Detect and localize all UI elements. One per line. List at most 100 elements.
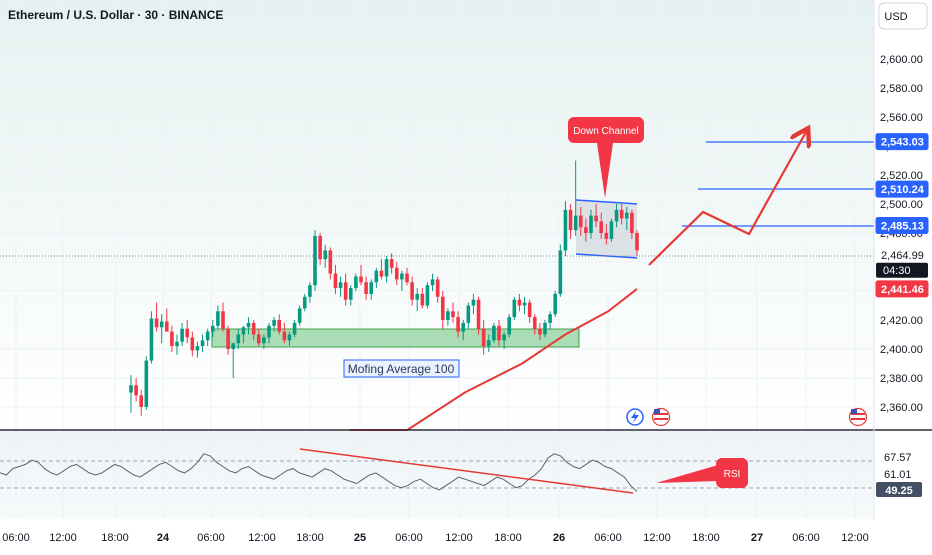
candle-body[interactable] (256, 334, 261, 344)
candle-body[interactable] (522, 302, 527, 306)
candle-body[interactable] (210, 325, 215, 332)
candle-body[interactable] (568, 209, 573, 231)
candle-body[interactable] (195, 346, 200, 351)
candle-body[interactable] (364, 282, 368, 294)
candle-body[interactable] (313, 235, 317, 286)
candle-body[interactable] (231, 343, 236, 349)
candle-body[interactable] (481, 328, 486, 347)
candle-body[interactable] (543, 322, 547, 335)
candle-body[interactable] (635, 233, 639, 251)
rsi-trendline[interactable] (299, 448, 634, 494)
candle-body[interactable] (251, 322, 256, 335)
candle-body[interactable] (389, 259, 394, 268)
candle-body[interactable] (492, 325, 496, 341)
candle-body[interactable] (420, 293, 425, 306)
candle-body[interactable] (532, 317, 537, 329)
candle-body[interactable] (343, 282, 348, 300)
candle-body[interactable] (497, 325, 501, 341)
candle-body[interactable] (149, 318, 154, 361)
candle-body[interactable] (267, 325, 271, 338)
candle-body[interactable] (170, 331, 174, 347)
candle-body[interactable] (599, 221, 604, 233)
candle-body[interactable] (584, 227, 588, 233)
projection-path[interactable] (648, 132, 806, 266)
rsi-callout[interactable] (716, 458, 748, 488)
candle-body[interactable] (451, 311, 455, 318)
candle-body[interactable] (435, 279, 440, 297)
candle-body[interactable] (318, 235, 322, 260)
candle-body[interactable] (384, 259, 389, 277)
candle-body[interactable] (394, 267, 399, 280)
candle-body[interactable] (461, 322, 466, 332)
candle-body[interactable] (456, 317, 460, 332)
candle-body[interactable] (134, 385, 138, 396)
candle-body[interactable] (297, 308, 302, 323)
candle-body[interactable] (272, 320, 276, 326)
candle-body[interactable] (277, 320, 282, 332)
candle-body[interactable] (604, 233, 609, 239)
rsi-line[interactable] (0, 453, 638, 492)
candle-body[interactable] (348, 288, 353, 300)
candle-body[interactable] (139, 395, 144, 407)
candle-body[interactable] (221, 311, 225, 329)
candle-body[interactable] (205, 331, 210, 341)
candle-body[interactable] (159, 321, 164, 328)
down-channel-upper-line[interactable] (575, 199, 638, 205)
candle-body[interactable] (507, 317, 512, 335)
currency-button[interactable] (878, 2, 928, 30)
candle-body[interactable] (466, 305, 471, 323)
candle-body[interactable] (200, 340, 205, 347)
candle-body[interactable] (619, 209, 624, 219)
symbol-title[interactable]: Ethereum / U.S. Dollar · 30 · BINANCE (8, 8, 223, 22)
candle-body[interactable] (538, 328, 542, 335)
candle-body[interactable] (262, 337, 266, 344)
candle-body[interactable] (185, 328, 190, 338)
candle-body[interactable] (609, 221, 614, 239)
candle-body[interactable] (369, 282, 374, 294)
candle-body[interactable] (302, 296, 307, 309)
candle-body[interactable] (430, 279, 435, 286)
candle-body[interactable] (226, 328, 230, 349)
candle-body[interactable] (180, 328, 184, 342)
candle-body[interactable] (517, 299, 522, 306)
candle-body[interactable] (246, 322, 251, 328)
candle-body[interactable] (573, 215, 578, 231)
candle-body[interactable] (589, 215, 593, 233)
candle-body[interactable] (129, 385, 133, 393)
candle-body[interactable] (236, 334, 241, 344)
candle-body[interactable] (164, 321, 169, 332)
candle-body[interactable] (476, 299, 481, 329)
candle-body[interactable] (190, 337, 195, 351)
candle-body[interactable] (282, 331, 287, 341)
down-channel-callout[interactable] (568, 117, 644, 143)
candle-body[interactable] (379, 270, 384, 277)
candle-body[interactable] (359, 276, 363, 283)
candle-body[interactable] (374, 270, 379, 283)
support-zone[interactable] (211, 328, 580, 348)
candle-body[interactable] (512, 299, 517, 318)
candle-body[interactable] (415, 293, 420, 300)
candle-body[interactable] (241, 327, 246, 335)
candle-body[interactable] (400, 273, 404, 280)
candle-body[interactable] (410, 282, 414, 300)
candle-body[interactable] (405, 273, 409, 283)
candle-body[interactable] (338, 282, 343, 289)
candle-body[interactable] (287, 334, 292, 341)
candle-body[interactable] (144, 360, 149, 407)
candle-body[interactable] (578, 215, 583, 228)
event-icons[interactable] (626, 407, 868, 427)
candle-body[interactable] (292, 322, 297, 335)
candle-body[interactable] (446, 311, 450, 320)
candle-body[interactable] (328, 250, 333, 274)
candle-body[interactable] (440, 296, 445, 320)
candle-body[interactable] (630, 212, 634, 233)
candle-body[interactable] (594, 215, 598, 222)
candle-body[interactable] (563, 209, 568, 251)
candle-body[interactable] (553, 293, 558, 315)
candle-body[interactable] (308, 285, 312, 297)
candle-body[interactable] (486, 340, 491, 347)
candle-body[interactable] (502, 334, 506, 341)
candle-body[interactable] (175, 341, 179, 347)
candle-body[interactable] (527, 302, 532, 318)
